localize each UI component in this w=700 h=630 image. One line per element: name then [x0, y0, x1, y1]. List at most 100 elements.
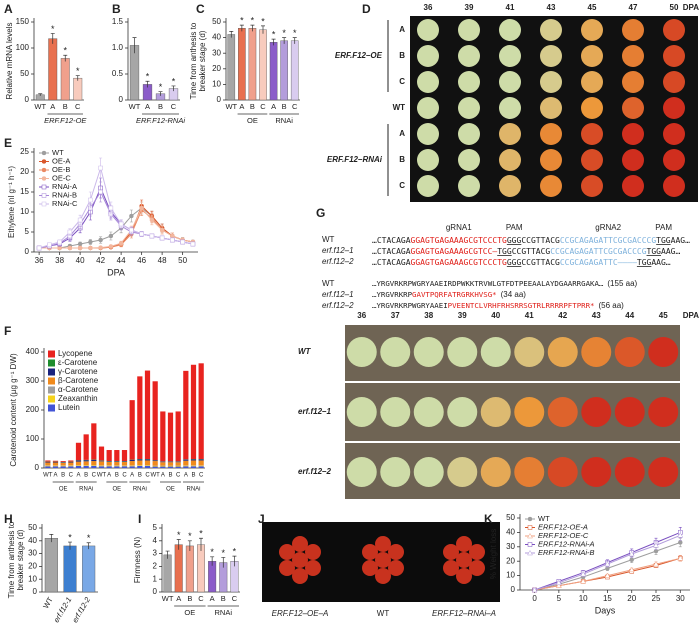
group-label: RNAi — [186, 487, 200, 493]
group-label: RNAi — [133, 487, 147, 493]
y-axis-label: Carotenoid content (µg g⁻¹ DW) — [9, 353, 18, 467]
legend-label: ERF.F12-OE-C — [538, 531, 589, 540]
row-label: C — [399, 181, 405, 190]
x-tick-label: C — [199, 473, 204, 479]
x-tick-label: C — [198, 594, 204, 603]
bar-segment — [83, 465, 89, 466]
y-tick-label: 0 — [25, 247, 30, 256]
bar — [163, 554, 172, 593]
y-tick-label: 5 — [25, 227, 30, 236]
error-bar — [221, 557, 226, 568]
group-label: RNAi — [275, 116, 293, 125]
fruit — [443, 560, 459, 576]
error-bar — [282, 37, 287, 44]
legend-swatch — [48, 404, 55, 412]
marker — [604, 572, 611, 578]
bar-segment — [129, 461, 135, 466]
sequence-segment: PVEENTCLVRHFRHSRRSGTRLRRRRPFTPRR* — [448, 301, 595, 310]
fruit — [540, 45, 562, 67]
fruit — [622, 97, 644, 119]
fruit — [458, 19, 480, 41]
panel-label: H — [4, 512, 13, 526]
bar — [259, 29, 267, 101]
dpa-header: 36 — [357, 311, 366, 320]
dpa-header: 50 — [670, 3, 679, 12]
error-bar — [68, 541, 72, 550]
y-tick-label: 0 — [511, 585, 516, 594]
y-tick-label: 100 — [16, 43, 30, 52]
significance: * — [199, 529, 203, 539]
x-tick-label: B — [115, 473, 119, 479]
x-tick-label: WT — [43, 473, 53, 479]
legend-swatch — [48, 350, 55, 358]
y-tick-label: 3 — [153, 549, 158, 558]
x-tick-label: A — [107, 473, 111, 479]
bar-segment — [45, 465, 51, 467]
sequence-segment: …YRGVRKRPWGRYAAEI — [372, 301, 448, 310]
dpa-header: 43 — [592, 311, 601, 320]
dpa-header: 39 — [458, 311, 467, 320]
marker — [67, 229, 73, 235]
bar-segment — [160, 465, 166, 467]
y-tick-label: 0 — [33, 587, 38, 596]
bar-segment — [190, 364, 197, 460]
bar-segment — [137, 465, 143, 468]
fruit — [469, 560, 485, 576]
bar — [197, 544, 205, 593]
marker — [36, 245, 42, 251]
legend-swatch — [48, 377, 55, 385]
dpa-header: 44 — [625, 311, 634, 320]
fruit — [614, 457, 645, 487]
row-label: A — [399, 25, 405, 34]
row-label: WT — [393, 103, 406, 112]
x-tick-label: B — [187, 594, 192, 603]
panel-label: C — [196, 2, 205, 16]
dpa-header: 39 — [465, 3, 474, 12]
sequence-segment: CCGCAGAGATTC———— — [560, 258, 637, 267]
x-tick-label: WT — [162, 594, 174, 603]
legend-label: OE-C — [52, 173, 71, 182]
bar — [60, 58, 70, 101]
sequence-segment: …YRGVRKRP — [372, 290, 413, 299]
dpa-header: 40 — [491, 311, 500, 320]
bar-segment — [91, 423, 97, 460]
y-tick-label: 300 — [26, 376, 40, 385]
marker — [628, 566, 635, 573]
marker — [678, 540, 683, 545]
group-label: ERF.F12–OE — [335, 51, 383, 60]
legend-label: γ-Carotene — [58, 367, 98, 376]
bar-segment — [68, 465, 74, 467]
fruit — [380, 397, 411, 427]
marker — [527, 532, 533, 539]
fruit — [292, 536, 308, 552]
bar-segment — [129, 466, 135, 468]
bar-segment — [183, 466, 189, 468]
fruit — [648, 457, 679, 487]
fruit — [514, 337, 545, 367]
marker — [677, 532, 684, 538]
bar-segment — [152, 461, 158, 466]
legend-swatch — [48, 395, 55, 403]
fruit — [499, 175, 521, 197]
x-tick-label: A — [53, 473, 57, 479]
error-bar — [176, 539, 181, 550]
significance: * — [272, 30, 276, 40]
fruit — [581, 71, 603, 93]
fruit — [581, 337, 612, 367]
x-tick-label: C — [171, 102, 177, 111]
bar-segment — [144, 465, 151, 466]
y-tick-label: 10 — [506, 571, 515, 580]
sequence-segment: CCGCAGAGATTCGCGACCCG — [550, 247, 647, 256]
legend-label: α-Carotene — [58, 385, 99, 394]
sequence-header: gRNA1 — [446, 223, 472, 232]
dpa-header: 41 — [525, 311, 534, 320]
fruit — [417, 97, 439, 119]
bar-segment — [68, 462, 74, 466]
bar — [208, 561, 217, 593]
fruit — [663, 19, 685, 41]
fruit — [480, 457, 511, 487]
marker — [118, 221, 124, 227]
y-tick-label: 50 — [20, 69, 29, 78]
x-tick-label: A — [130, 473, 134, 479]
row-label: erf.f12–1 — [298, 407, 331, 416]
